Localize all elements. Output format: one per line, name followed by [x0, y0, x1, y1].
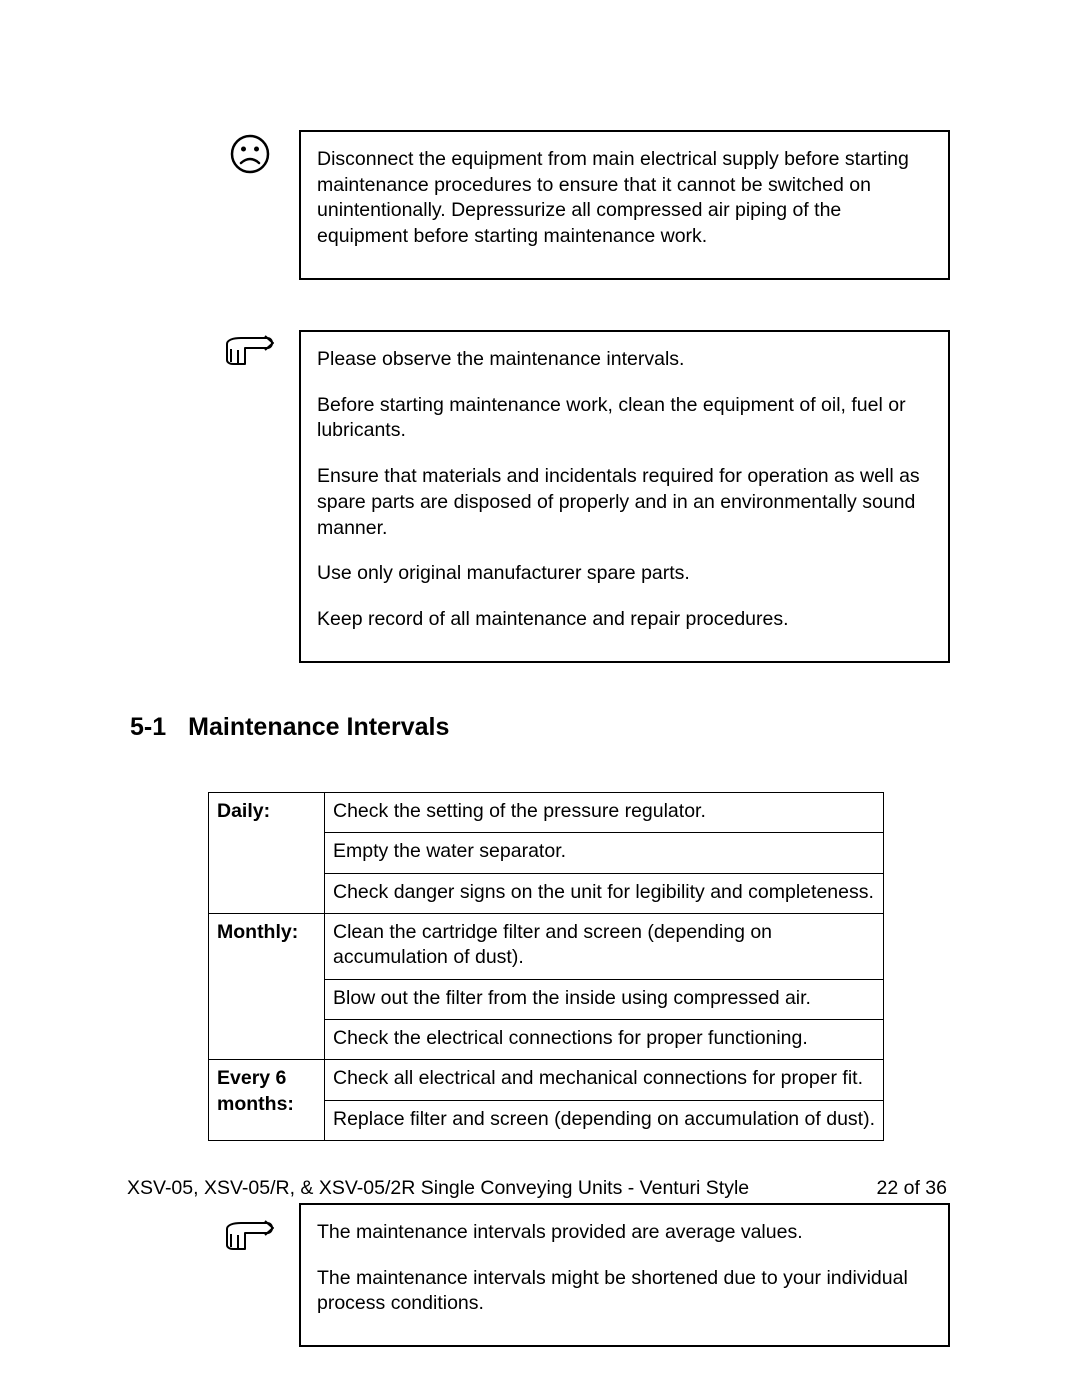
- pointing-hand-icon: [223, 330, 277, 370]
- maintenance-intervals-table: Daily: Check the setting of the pressure…: [208, 792, 884, 1141]
- interval-item: Check the electrical connections for pro…: [325, 1019, 884, 1059]
- footer-page-number: 22 of 36: [877, 1177, 947, 1200]
- pointing-hand-icon: [223, 1203, 277, 1255]
- warning-callout-box: Disconnect the equipment from main elect…: [299, 130, 950, 280]
- info1-p1: Before starting maintenance work, clean …: [317, 393, 932, 444]
- info1-p3: Use only original manufacturer spare par…: [317, 561, 932, 587]
- interval-item: Check all electrical and mechanical conn…: [325, 1060, 884, 1100]
- warning-text: Disconnect the equipment from main elect…: [317, 147, 932, 250]
- interval-item: Empty the water separator.: [325, 833, 884, 873]
- info-callout-2: The maintenance intervals provided are a…: [223, 1203, 950, 1347]
- frown-icon: [223, 130, 277, 176]
- info2-p0: The maintenance intervals provided are a…: [317, 1220, 932, 1246]
- section-title: Maintenance Intervals: [188, 713, 449, 742]
- interval-item: Clean the cartridge filter and screen (d…: [325, 913, 884, 979]
- interval-label: Daily:: [209, 792, 325, 913]
- table-row: Every 6 months: Check all electrical and…: [209, 1060, 884, 1100]
- warning-callout: Disconnect the equipment from main elect…: [223, 130, 950, 280]
- interval-label: Every 6 months:: [209, 1060, 325, 1141]
- table-row: Daily: Check the setting of the pressure…: [209, 792, 884, 832]
- interval-item: Check danger signs on the unit for legib…: [325, 873, 884, 913]
- info-callout-1: Please observe the maintenance intervals…: [223, 330, 950, 663]
- page-footer: XSV-05, XSV-05/R, & XSV-05/2R Single Con…: [127, 1177, 947, 1200]
- section-heading: 5-1 Maintenance Intervals: [130, 713, 950, 742]
- info2-p1: The maintenance intervals might be short…: [317, 1266, 932, 1317]
- interval-label: Monthly:: [209, 913, 325, 1059]
- info1-p0: Please observe the maintenance intervals…: [317, 347, 932, 373]
- interval-item: Blow out the filter from the inside usin…: [325, 979, 884, 1019]
- info-callout-2-box: The maintenance intervals provided are a…: [299, 1203, 950, 1347]
- info1-p2: Ensure that materials and incidentals re…: [317, 464, 932, 541]
- footer-doc-title: XSV-05, XSV-05/R, & XSV-05/2R Single Con…: [127, 1177, 749, 1200]
- interval-item: Replace filter and screen (depending on …: [325, 1100, 884, 1140]
- info-callout-1-box: Please observe the maintenance intervals…: [299, 330, 950, 663]
- interval-item: Check the setting of the pressure regula…: [325, 792, 884, 832]
- table-row: Monthly: Clean the cartridge filter and …: [209, 913, 884, 979]
- document-page: Disconnect the equipment from main elect…: [0, 0, 1080, 1397]
- info1-p4: Keep record of all maintenance and repai…: [317, 607, 932, 633]
- section-number: 5-1: [130, 713, 166, 742]
